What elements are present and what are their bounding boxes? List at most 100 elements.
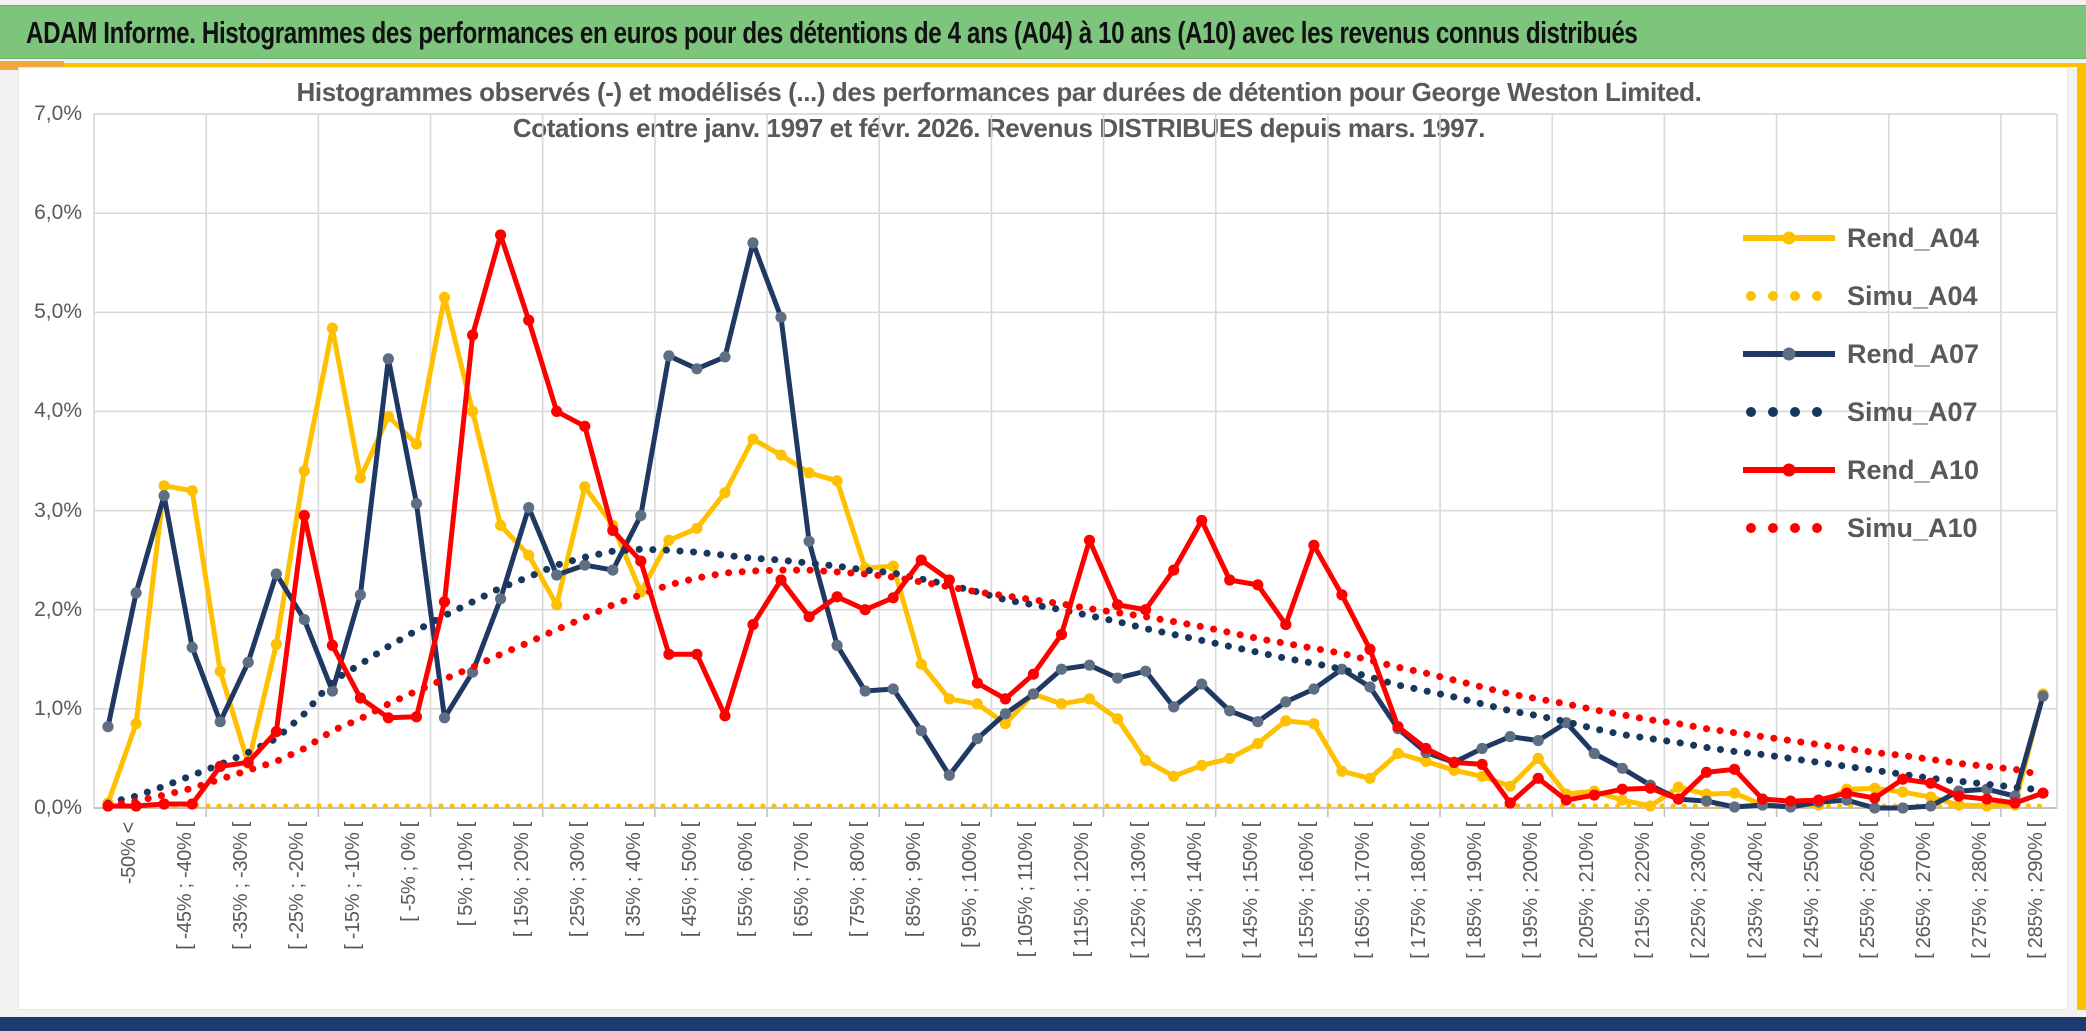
legend-item-Simu_A07[interactable]: Simu_A07 <box>1741 392 1978 432</box>
series-Rend_A10-point <box>1532 772 1544 784</box>
series-Rend_A10-point <box>1560 794 1572 806</box>
series-Rend_A04-point <box>691 522 703 534</box>
series-Rend_A04-point <box>1925 791 1937 803</box>
series-Rend_A04-point <box>1476 770 1488 782</box>
series-Rend_A04-point <box>775 449 787 461</box>
legend-label-Rend_A10: Rend_A10 <box>1847 454 1980 485</box>
series-Rend_A10-point <box>1140 604 1152 616</box>
legend-label-Rend_A04: Rend_A04 <box>1847 222 1980 253</box>
series-Rend_A10-point <box>1420 742 1432 755</box>
series-Rend_A10-point <box>2009 797 2021 809</box>
series-Rend_A10-point <box>270 726 282 738</box>
chart-title-line1: Histogrammes observés (-) et modélisés (… <box>296 77 1702 107</box>
series-Rend_A07-point <box>382 353 394 365</box>
series-Rend_A07-point <box>1055 663 1068 675</box>
legend-label-Simu_A10: Simu_A10 <box>1847 512 1978 543</box>
series-Rend_A10-point <box>747 619 759 631</box>
series-Rend_A10-point <box>1981 793 1993 805</box>
series-Rend_A07-point <box>410 498 423 510</box>
series-Rend_A04-point <box>1728 787 1741 799</box>
series-Rend_A04-point <box>1196 759 1208 772</box>
series-Rend_A07-point <box>607 564 619 576</box>
series-Rend_A04-point <box>298 465 310 477</box>
series-Rend_A10-point <box>1616 783 1628 795</box>
series-Rend_A04-point <box>130 718 142 730</box>
series-Rend_A04-point <box>1448 764 1460 776</box>
legend-item-Simu_A04[interactable]: Simu_A04 <box>1741 276 1978 316</box>
legend-item-Simu_A10[interactable]: Simu_A10 <box>1741 508 1978 548</box>
legend-key-Simu_A10 <box>1746 523 1822 533</box>
series-Rend_A10-point <box>242 756 254 769</box>
series-Rend_A10-point <box>1252 579 1264 591</box>
series-Rend_A10-point <box>495 229 507 241</box>
series-Rend_A10-point <box>523 314 535 326</box>
legend-item-Rend_A04[interactable]: Rend_A04 <box>1741 218 1979 258</box>
series-Rend_A07-point <box>1252 716 1264 728</box>
series-Rend_A07-point <box>2037 690 2049 702</box>
series-Rend_A04-point <box>1672 781 1684 793</box>
series-Rend_A10-point <box>1953 790 1965 802</box>
y-axis-label: 7,0% <box>34 102 82 125</box>
series-Rend_A04-point <box>747 433 759 445</box>
series-Rend_A10-point <box>887 592 899 604</box>
series-Rend_A04-point <box>1420 755 1432 768</box>
series-Rend_A07-point <box>1616 762 1628 774</box>
series-Rend_A07-point <box>887 683 899 695</box>
series-Rend_A07-point <box>298 614 310 626</box>
series-Rend_A10 <box>102 229 2049 812</box>
series-Rend_A04-point <box>719 487 731 499</box>
series-Rend_A04-point <box>354 472 366 484</box>
gridlines <box>93 113 2058 817</box>
series-Rend_A10-point <box>1196 514 1208 527</box>
series-Rend_A10-point <box>1083 534 1096 546</box>
series-Rend_A04-point <box>971 698 984 710</box>
series-Rend_A07-point <box>242 656 254 668</box>
series-Rend_A04-point <box>579 481 591 493</box>
series-Rend_A04-point <box>1897 786 1909 798</box>
series-Rend_A04-point <box>1112 713 1124 725</box>
legend-item-Rend_A07[interactable]: Rend_A07 <box>1741 334 1979 374</box>
series-Rend_A10-point <box>943 574 955 586</box>
series-Rend_A07-line <box>105 240 2046 811</box>
series-Rend_A10-point <box>831 591 843 603</box>
series-Rend_A10-point <box>971 677 984 689</box>
series-Rend_A07-point <box>1112 672 1124 684</box>
legend-item-Rend_A10[interactable]: Rend_A10 <box>1741 450 1979 490</box>
series-Rend_A10-point <box>635 555 647 567</box>
y-axis-label: 2,0% <box>34 597 82 621</box>
series-Rend_A07-point <box>1280 696 1292 708</box>
series-Rend_A04-point <box>467 405 479 417</box>
series-Rend_A07-point <box>523 502 535 514</box>
series-Rend_A07-point <box>1196 678 1208 690</box>
series-Rend_A07-point <box>130 587 142 599</box>
series-Rend_A04-point <box>1364 772 1376 784</box>
series-Rend_A07-point <box>1308 683 1320 695</box>
series-Rend_A04-point <box>831 475 843 487</box>
series-Rend_A10-point <box>1644 782 1656 794</box>
series-Rend_A10-point <box>775 574 787 586</box>
series-Rend_A10-line <box>108 232 2044 809</box>
series-Rend_A10-point <box>354 692 366 704</box>
series-Rend_A07-point <box>971 733 984 745</box>
series-Rend_A10-point <box>326 639 338 652</box>
chart-title-line2: Cotations entre janv. 1997 et févr. 2026… <box>512 113 1486 143</box>
series-Rend_A07-point <box>214 716 226 728</box>
series-Rend_A04-point <box>915 658 927 670</box>
series-Rend_A10-point <box>1756 793 1769 805</box>
y-axis-label: 4,0% <box>34 399 82 423</box>
series-Rend_A04-point <box>214 665 226 677</box>
legend-key-Simu_A07 <box>1746 407 1822 417</box>
series-Rend_A07-point <box>579 559 591 571</box>
series-Rend_A10-point <box>1392 721 1404 733</box>
series-Rend_A07-point <box>747 237 759 249</box>
series-Rend_A04-point <box>663 534 675 546</box>
app-title-bar: ADAM Informe. Histogrammes des performan… <box>0 5 2086 59</box>
series-Rend_A07-point <box>186 641 198 654</box>
series-Rend_A10-point <box>1672 793 1684 805</box>
series-Rend_A07-point <box>663 350 675 362</box>
series-Rend_A07-point <box>1897 802 1909 814</box>
y-axis-label: 1,0% <box>34 696 82 720</box>
series-Rend_A04-point <box>887 560 899 572</box>
series-Rend_A10-point <box>579 420 591 432</box>
